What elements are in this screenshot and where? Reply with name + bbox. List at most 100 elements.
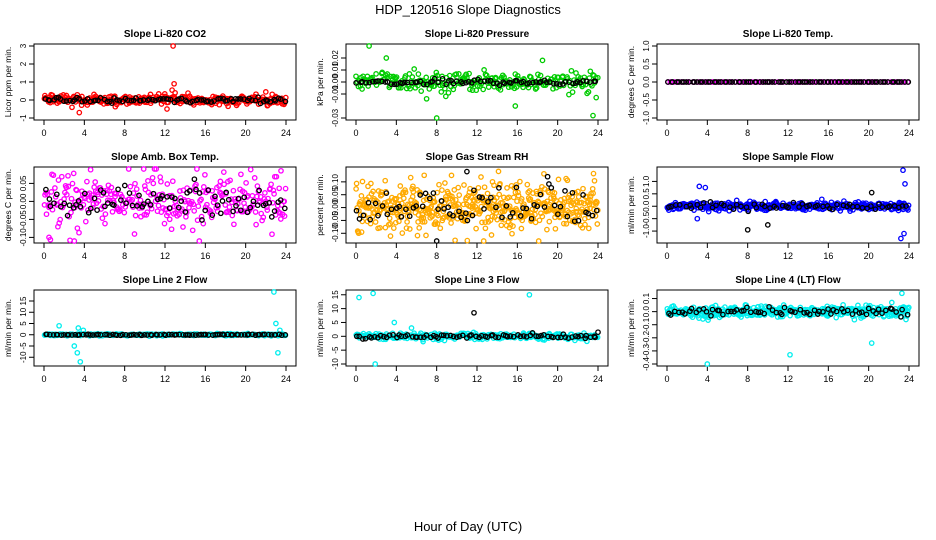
data-point xyxy=(453,71,460,77)
data-point xyxy=(555,211,561,218)
data-point xyxy=(55,177,62,183)
data-point xyxy=(423,332,430,339)
data-point xyxy=(74,225,81,232)
data-point xyxy=(220,169,227,175)
data-point xyxy=(69,180,76,187)
data-point xyxy=(459,332,466,339)
data-point xyxy=(469,212,476,219)
data-point xyxy=(709,306,716,313)
data-point xyxy=(423,95,430,102)
data-point xyxy=(52,185,58,191)
data-point xyxy=(807,79,813,85)
data-point xyxy=(562,334,569,340)
x-tick-label: 4 xyxy=(82,251,87,261)
data-point xyxy=(562,78,569,85)
data-point xyxy=(483,72,490,79)
x-tick-label: 8 xyxy=(745,374,750,384)
data-point xyxy=(553,80,560,87)
data-point xyxy=(356,333,363,340)
data-point xyxy=(785,204,791,211)
x-tick-label: 4 xyxy=(82,128,87,138)
data-point xyxy=(273,173,280,180)
data-point xyxy=(363,79,369,86)
data-point xyxy=(145,178,151,184)
data-point xyxy=(153,166,160,172)
y-tick-label: 0.5 xyxy=(642,58,651,70)
data-point xyxy=(408,325,415,331)
data-point xyxy=(700,199,707,206)
data-point xyxy=(557,81,563,88)
data-point xyxy=(461,182,467,188)
data-point xyxy=(175,204,182,211)
data-point xyxy=(69,104,75,111)
data-point xyxy=(212,193,218,200)
data-point xyxy=(855,302,861,309)
data-point xyxy=(198,196,204,203)
data-point xyxy=(356,216,363,222)
data-point xyxy=(128,332,135,338)
data-point xyxy=(74,349,81,356)
data-point xyxy=(269,199,276,206)
data-point xyxy=(87,205,94,212)
data-point xyxy=(555,176,562,183)
data-point xyxy=(447,332,454,339)
y-tick-label: -1 xyxy=(19,114,28,122)
data-point xyxy=(697,204,704,211)
x-tick-label: 12 xyxy=(783,128,793,138)
data-point xyxy=(277,96,284,102)
data-point xyxy=(282,98,289,105)
data-point xyxy=(121,209,128,216)
data-point xyxy=(537,72,544,79)
data-point xyxy=(495,334,502,341)
data-point xyxy=(696,183,703,190)
data-point xyxy=(255,94,261,101)
y-tick-label: 0.02 xyxy=(331,50,340,66)
data-point xyxy=(173,331,180,338)
data-point xyxy=(523,205,530,212)
data-point xyxy=(872,206,879,213)
data-point xyxy=(889,306,895,312)
data-point xyxy=(195,203,202,210)
data-point xyxy=(580,209,587,215)
data-point xyxy=(417,78,424,85)
x-tick-label: 16 xyxy=(823,128,833,138)
data-point xyxy=(806,202,813,209)
data-point xyxy=(251,175,258,181)
data-point xyxy=(875,306,882,313)
panel: Slope Li-820 Pressure kPa per min. 0 4 8 12 16… xyxy=(315,29,609,138)
data-point xyxy=(872,79,878,85)
data-point xyxy=(544,173,551,180)
y-tick-label: -1.0 xyxy=(642,224,651,238)
x-tick-label: 12 xyxy=(472,128,482,138)
data-point xyxy=(189,227,196,234)
data-point xyxy=(146,96,153,103)
data-point xyxy=(391,81,398,88)
data-point xyxy=(691,79,698,85)
data-point xyxy=(787,351,793,358)
y-tick-label: -0.4 xyxy=(642,357,651,371)
data-point xyxy=(132,212,139,219)
data-point xyxy=(209,212,216,218)
data-point xyxy=(585,210,592,217)
x-tick-label: 8 xyxy=(122,251,127,261)
x-tick-label: 0 xyxy=(41,251,46,261)
x-tick-label: 12 xyxy=(783,374,793,384)
data-point xyxy=(170,43,176,49)
data-point xyxy=(214,202,221,209)
data-point xyxy=(108,184,115,191)
data-point xyxy=(517,178,523,185)
x-tick-label: 20 xyxy=(553,128,563,138)
data-point xyxy=(866,79,872,85)
data-point xyxy=(143,212,150,218)
data-point xyxy=(262,190,268,196)
data-point xyxy=(552,225,559,232)
data-point xyxy=(433,115,440,121)
data-point xyxy=(500,79,507,86)
data-point xyxy=(590,190,596,197)
data-point xyxy=(157,96,164,102)
data-point xyxy=(592,78,599,85)
x-tick-label: 4 xyxy=(82,374,87,384)
data-point xyxy=(382,79,389,85)
data-point xyxy=(375,212,381,219)
data-point xyxy=(377,332,384,339)
